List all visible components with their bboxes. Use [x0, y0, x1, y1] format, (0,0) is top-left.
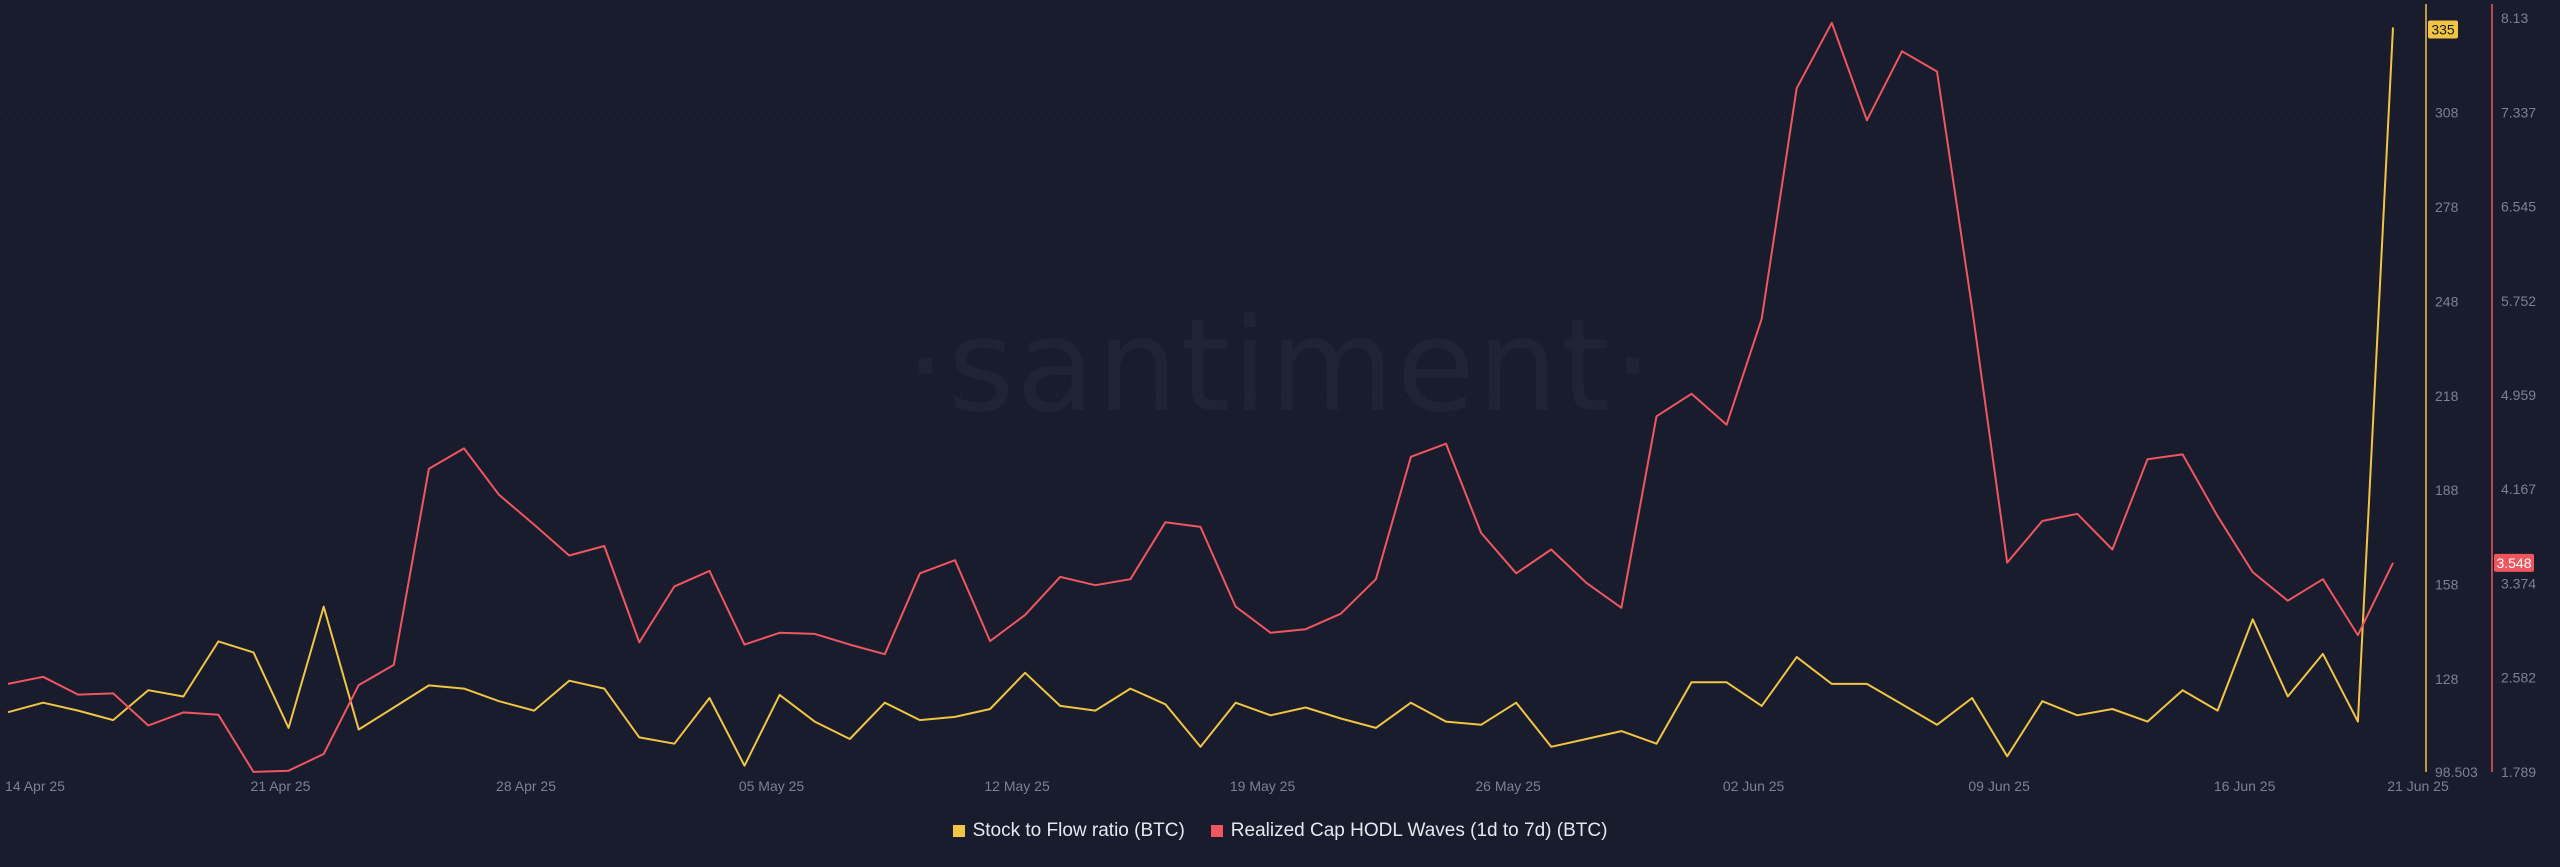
left-axis-tick-label: 248: [2435, 293, 2459, 309]
legend-swatch-hodl-waves: [1210, 825, 1223, 837]
x-axis-tick-label: 14 Apr 25: [5, 778, 65, 794]
right-axis-tick-label: 8.13: [2501, 10, 2528, 26]
legend-swatch-stock-to-flow: [952, 825, 965, 837]
series-line-hodl-waves: [7, 21, 2394, 773]
right-axis-tick-label: 5.752: [2501, 293, 2536, 309]
x-axis-tick-label: 19 May 25: [1230, 778, 1296, 794]
right-axis-tick-label: 7.337: [2501, 104, 2536, 120]
x-axis-tick-label: 26 May 25: [1475, 778, 1541, 794]
legend-label-hodl-waves: Realized Cap HODL Waves (1d to 7d) (BTC): [1230, 820, 1608, 841]
x-axis-tick-label: 09 Jun 25: [1968, 778, 2030, 794]
right-axis-tick-label: 4.959: [2501, 387, 2536, 403]
legend-item-hodl-waves[interactable]: Realized Cap HODL Waves (1d to 7d) (BTC): [1210, 820, 1608, 842]
left-axis-tick-label: 308: [2435, 104, 2459, 120]
x-axis-tick-label: 16 Jun 25: [2214, 778, 2276, 794]
legend-label-stock-to-flow: Stock to Flow ratio (BTC): [972, 820, 1185, 841]
left-axis-tick-label: 278: [2435, 199, 2459, 215]
line-chart: 98.503 128 158 188 218 248 278 308 1.789 2.582 3.3…: [0, 4, 2536, 794]
left-axis-tick-label: 158: [2435, 577, 2459, 593]
chart-legend: Stock to Flow ratio (BTC) Realized Cap H…: [0, 820, 2560, 842]
left-axis-tick-label: 218: [2435, 388, 2459, 404]
santiment-watermark: ·santiment·: [904, 292, 1656, 441]
left-last-value-badge: [2428, 20, 2458, 39]
left-axis-tick-label: 98.503: [2435, 764, 2478, 780]
series-line-stock-to-flow: [7, 27, 2394, 767]
right-last-value-label: 3.548: [2496, 555, 2531, 571]
legend-item-stock-to-flow[interactable]: Stock to Flow ratio (BTC): [952, 820, 1185, 842]
right-axis-tick-label: 2.582: [2501, 670, 2536, 686]
left-axis-tick-label: 188: [2435, 482, 2459, 498]
x-axis-tick-label: 12 May 25: [984, 778, 1050, 794]
left-axis-tick-label: 128: [2435, 671, 2459, 687]
left-last-value-label: 335: [2431, 21, 2455, 37]
x-axis-tick-label: 28 Apr 25: [496, 778, 556, 794]
right-axis-tick-label: 1.789: [2501, 764, 2536, 780]
x-axis-tick-label: 02 Jun 25: [1723, 778, 1785, 794]
x-axis-tick-label: 05 May 25: [739, 778, 805, 794]
x-axis-tick-label: 21 Apr 25: [251, 778, 311, 794]
right-axis-tick-label: 6.545: [2501, 198, 2536, 214]
right-axis-tick-label: 3.374: [2501, 576, 2536, 592]
right-last-value-badge: [2494, 553, 2534, 572]
x-axis-tick-label: 21 Jun 25: [2387, 778, 2449, 794]
right-axis-tick-label: 4.167: [2501, 481, 2536, 497]
